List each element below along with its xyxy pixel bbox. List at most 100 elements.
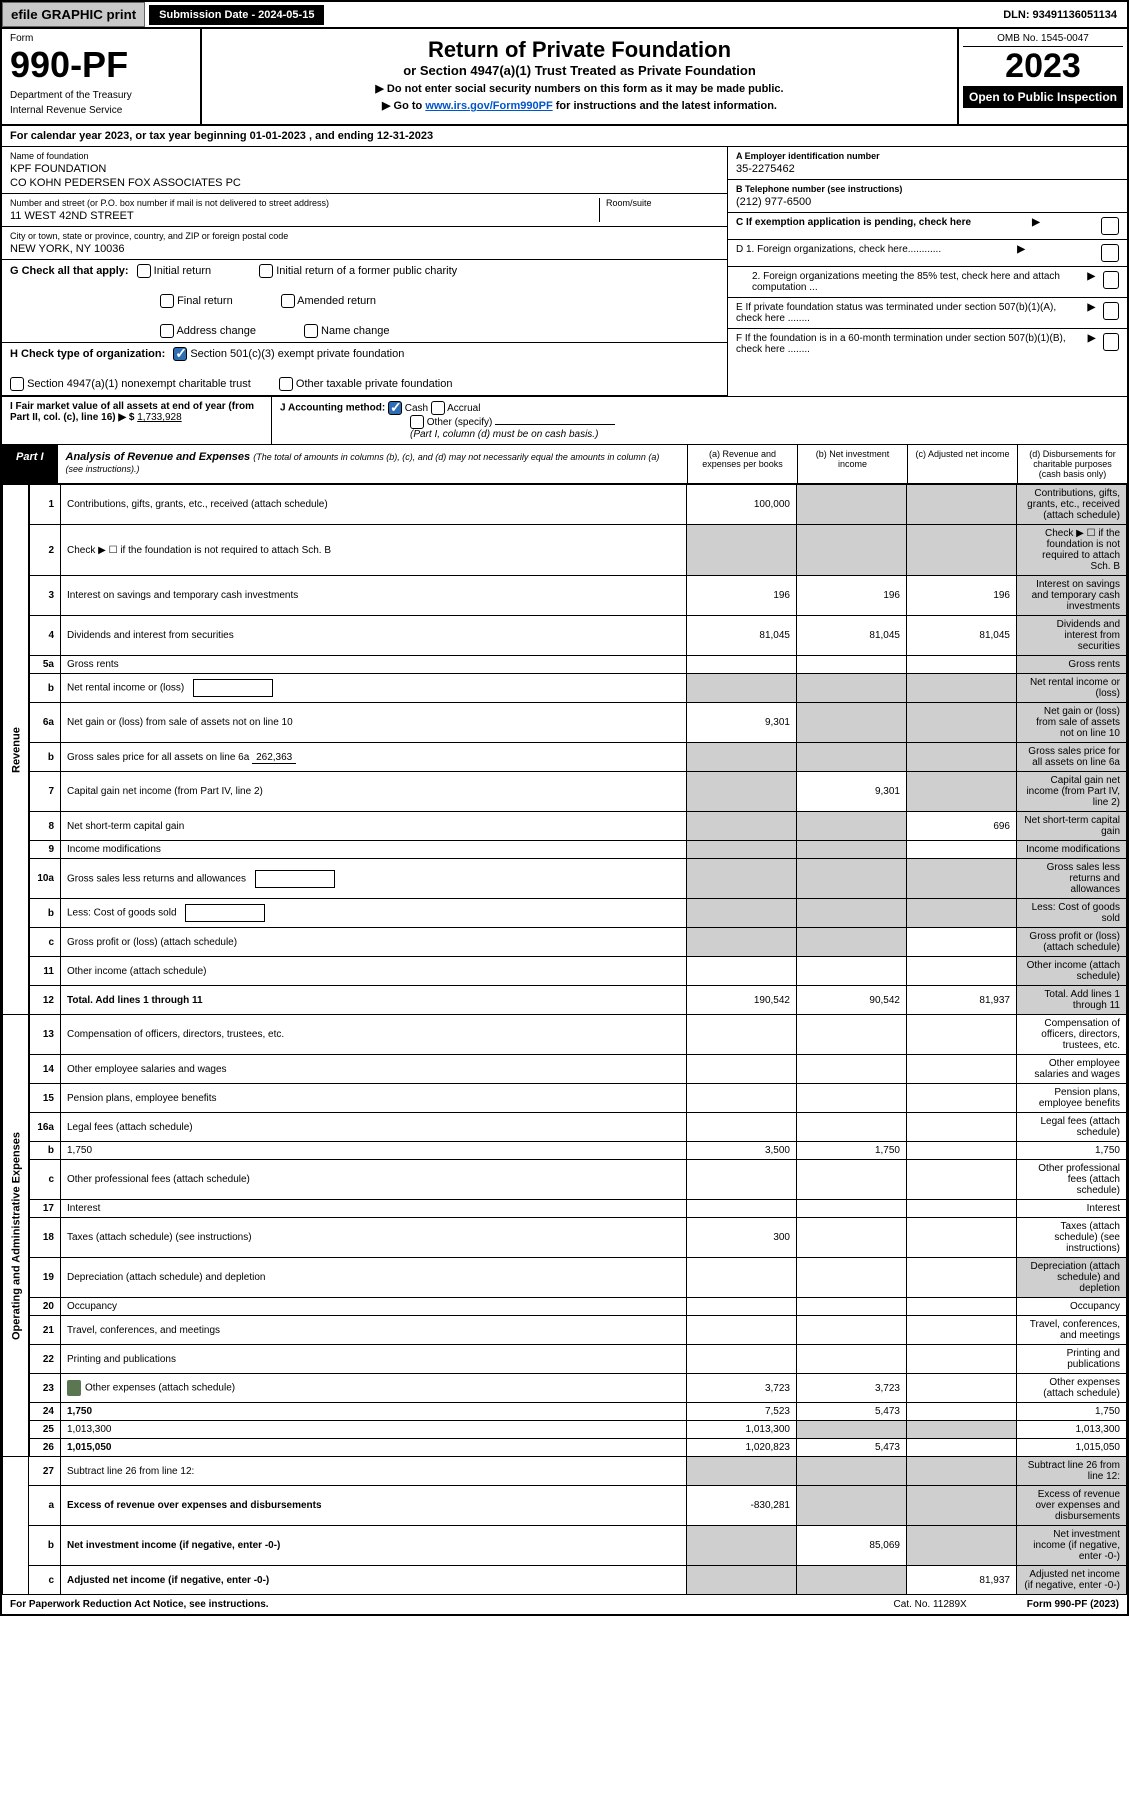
line-number: 26 xyxy=(29,1439,61,1457)
line-description: Less: Cost of goods sold xyxy=(61,899,687,928)
amount-cell: Interest xyxy=(1017,1200,1127,1218)
form-id-block: Form 990-PF Department of the Treasury I… xyxy=(2,29,202,124)
line-number: 3 xyxy=(29,576,61,616)
arrow-icon: ▶ xyxy=(1087,302,1095,313)
amount-cell xyxy=(687,859,797,899)
checkbox-icon[interactable] xyxy=(410,415,424,429)
line-number: 23 xyxy=(29,1374,61,1403)
line-description: Income modifications xyxy=(61,841,687,859)
amount-cell: 5,473 xyxy=(797,1439,907,1457)
instr-ssn: ▶ Do not enter social security numbers o… xyxy=(210,82,949,95)
form-header: Form 990-PF Department of the Treasury I… xyxy=(2,29,1127,126)
line-description: Other professional fees (attach schedule… xyxy=(61,1160,687,1200)
checkbox-icon[interactable] xyxy=(281,294,295,308)
h-opt-1: Section 501(c)(3) exempt private foundat… xyxy=(173,347,404,361)
line-description: Printing and publications xyxy=(61,1345,687,1374)
amount-cell: 3,723 xyxy=(797,1374,907,1403)
amount-cell: 3,500 xyxy=(687,1142,797,1160)
amount-cell xyxy=(687,1055,797,1084)
other-specify-line xyxy=(495,424,615,425)
checkbox-c[interactable] xyxy=(1101,217,1119,235)
checkbox-icon[interactable] xyxy=(137,264,151,278)
part1-title: Analysis of Revenue and Expenses xyxy=(66,451,251,463)
amount-cell xyxy=(797,1055,907,1084)
amount-cell xyxy=(797,656,907,674)
checkbox-e[interactable] xyxy=(1103,302,1119,320)
amount-cell xyxy=(797,1457,907,1486)
g-opt-1: Final return xyxy=(160,294,233,308)
attachment-icon[interactable] xyxy=(67,1380,81,1396)
city-label: City or town, state or province, country… xyxy=(10,231,719,241)
checkbox-f[interactable] xyxy=(1103,333,1119,351)
table-row: 19 Depreciation (attach schedule) and de… xyxy=(3,1258,1127,1298)
amount-cell: 81,937 xyxy=(907,1566,1017,1595)
amount-cell: Gross sales less returns and allowances xyxy=(1017,859,1127,899)
checkbox-checked-icon[interactable] xyxy=(173,347,187,361)
checkbox-icon[interactable] xyxy=(304,324,318,338)
form-word: Form xyxy=(10,33,192,44)
cal-year-mid: , and ending xyxy=(306,130,377,142)
table-row: 7 Capital gain net income (from Part IV,… xyxy=(3,772,1127,812)
h-label: H Check type of organization: xyxy=(10,348,165,360)
dept-irs: Internal Revenue Service xyxy=(10,105,192,116)
amount-cell xyxy=(687,772,797,812)
checkbox-icon[interactable] xyxy=(10,377,24,391)
irs-link[interactable]: www.irs.gov/Form990PF xyxy=(425,100,552,112)
table-row: 23 Other expenses (attach schedule) 3,72… xyxy=(3,1374,1127,1403)
line-description: Gross profit or (loss) (attach schedule) xyxy=(61,928,687,957)
line-number: 16a xyxy=(29,1113,61,1142)
amount-cell: Income modifications xyxy=(1017,841,1127,859)
line-number: 24 xyxy=(29,1403,61,1421)
table-row: a Excess of revenue over expenses and di… xyxy=(3,1486,1127,1526)
amount-cell xyxy=(687,525,797,576)
amount-cell: 190,542 xyxy=(687,986,797,1015)
line-number: b xyxy=(29,674,61,703)
amount-cell: Interest on savings and temporary cash i… xyxy=(1017,576,1127,616)
amount-cell xyxy=(907,743,1017,772)
g-opt-3: Initial return of a former public charit… xyxy=(259,264,457,278)
line-description: Interest on savings and temporary cash i… xyxy=(61,576,687,616)
identification-grid: Name of foundation KPF FOUNDATION CO KOH… xyxy=(2,147,1127,397)
checkbox-icon[interactable] xyxy=(259,264,273,278)
amount-cell xyxy=(907,772,1017,812)
checkbox-icon[interactable] xyxy=(160,294,174,308)
amount-cell: Other employee salaries and wages xyxy=(1017,1055,1127,1084)
table-row: 8 Net short-term capital gain 696Net sho… xyxy=(3,812,1127,841)
line-number: 25 xyxy=(29,1421,61,1439)
foundation-name-cell: Name of foundation KPF FOUNDATION CO KOH… xyxy=(2,147,727,194)
checkbox-d1[interactable] xyxy=(1101,244,1119,262)
amount-cell: 81,937 xyxy=(907,986,1017,1015)
checkbox-checked-icon[interactable] xyxy=(388,401,402,415)
amount-cell xyxy=(907,1457,1017,1486)
pra-notice: For Paperwork Reduction Act Notice, see … xyxy=(10,1599,269,1610)
amount-cell: Contributions, gifts, grants, etc., rece… xyxy=(1017,485,1127,525)
form-990pf-page: efile GRAPHIC print Submission Date - 20… xyxy=(0,0,1129,1616)
amount-cell xyxy=(907,1084,1017,1113)
arrow-icon: ▶ xyxy=(1017,244,1025,255)
catalog-number: Cat. No. 11289X xyxy=(894,1599,967,1610)
amount-cell xyxy=(907,485,1017,525)
h-check-row: H Check type of organization: Section 50… xyxy=(2,343,727,396)
amount-cell xyxy=(797,743,907,772)
amount-cell xyxy=(687,1526,797,1566)
checkbox-icon[interactable] xyxy=(160,324,174,338)
section-side-label: Operating and Administrative Expenses xyxy=(3,1015,29,1457)
amount-cell: Other income (attach schedule) xyxy=(1017,957,1127,986)
h-opt-2-label: Section 4947(a)(1) nonexempt charitable … xyxy=(27,378,251,390)
amount-cell xyxy=(907,1055,1017,1084)
efile-print-button[interactable]: efile GRAPHIC print xyxy=(2,2,145,27)
checkbox-d2[interactable] xyxy=(1103,271,1119,289)
checkbox-icon[interactable] xyxy=(431,401,445,415)
line-description: Pension plans, employee benefits xyxy=(61,1084,687,1113)
amount-cell: 1,750 xyxy=(1017,1142,1127,1160)
checkbox-icon[interactable] xyxy=(279,377,293,391)
form-number: 990-PF xyxy=(10,44,192,86)
line-number: 5a xyxy=(29,656,61,674)
amount-cell xyxy=(907,1374,1017,1403)
line-number: 11 xyxy=(29,957,61,986)
f-row: F If the foundation is in a 60-month ter… xyxy=(728,329,1127,359)
e-label: E If private foundation status was termi… xyxy=(736,302,1079,324)
amount-cell: Other expenses (attach schedule) xyxy=(1017,1374,1127,1403)
table-row: 2 Check ▶ ☐ if the foundation is not req… xyxy=(3,525,1127,576)
accounting-cell: J Accounting method: Cash Accrual Other … xyxy=(272,397,1127,444)
